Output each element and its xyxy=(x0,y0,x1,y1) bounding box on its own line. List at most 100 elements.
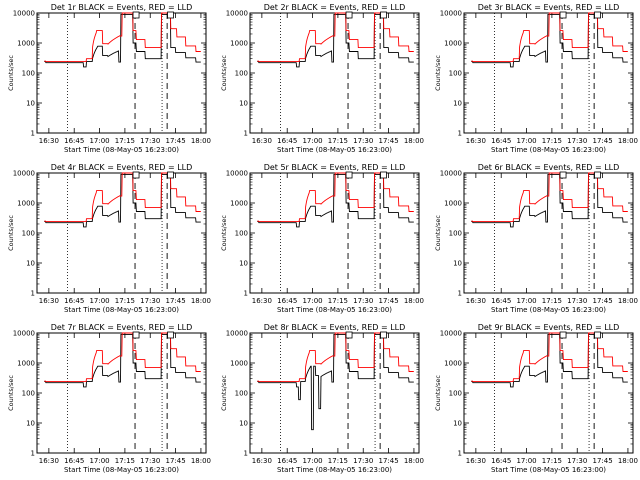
y-tick-label: 1000 xyxy=(17,200,35,208)
saturation-marker xyxy=(380,171,387,179)
saturation-marker xyxy=(167,331,174,339)
x-tick-label: 17:15 xyxy=(542,137,562,145)
series-line-lld xyxy=(44,332,201,383)
y-tick-label: 1 xyxy=(31,290,35,298)
saturation-marker xyxy=(132,171,140,179)
y-tick-label: 10 xyxy=(453,260,462,268)
x-tick-label: 16:45 xyxy=(277,137,297,145)
x-axis-label: Start Time (08-May-05 16:23:00) xyxy=(491,466,606,474)
saturation-marker xyxy=(167,171,174,179)
x-tick-label: 17:30 xyxy=(140,457,160,465)
y-tick-label: 1 xyxy=(458,290,462,298)
x-tick-label: 16:30 xyxy=(466,297,486,305)
y-tick-label: 1000 xyxy=(444,200,462,208)
saturation-marker xyxy=(345,11,353,19)
y-tick-label: 1000 xyxy=(230,200,248,208)
y-tick-label: 1000 xyxy=(17,40,35,48)
x-tick-label: 18:00 xyxy=(191,137,211,145)
x-tick-label: 18:00 xyxy=(404,297,424,305)
detector-panel: Det 7r BLACK = Events, RED = LLD 1 10 100 10… xyxy=(7,323,211,474)
y-tick-label: 10 xyxy=(239,100,248,108)
x-axis-label: Start Time (08-May-05 16:23:00) xyxy=(491,146,606,154)
x-tick-label: 16:45 xyxy=(64,137,84,145)
y-tick-label: 100 xyxy=(449,230,462,238)
y-tick-label: 1 xyxy=(458,450,462,458)
y-tick-label: 1000 xyxy=(230,40,248,48)
series-line-lld xyxy=(44,12,201,63)
y-tick-label: 1000 xyxy=(17,360,35,368)
y-tick-label: 10000 xyxy=(226,10,248,18)
x-tick-label: 17:30 xyxy=(353,137,373,145)
saturation-marker xyxy=(594,11,601,19)
x-tick-label: 17:00 xyxy=(89,457,109,465)
series-line-lld xyxy=(44,172,201,223)
y-tick-label: 1000 xyxy=(230,360,248,368)
y-tick-label: 10 xyxy=(453,100,462,108)
y-tick-label: 10000 xyxy=(13,10,35,18)
saturation-marker xyxy=(345,331,353,339)
x-tick-label: 17:15 xyxy=(328,457,348,465)
y-tick-label: 10 xyxy=(239,420,248,428)
x-axis-label: Start Time (08-May-05 16:23:00) xyxy=(64,146,179,154)
x-axis-label: Start Time (08-May-05 16:23:00) xyxy=(64,306,179,314)
saturation-marker xyxy=(380,331,387,339)
y-tick-label: 100 xyxy=(22,230,35,238)
detector-panel: Det 4r BLACK = Events, RED = LLD 1 10 100 10… xyxy=(7,163,211,314)
x-tick-label: 16:30 xyxy=(466,457,486,465)
y-tick-label: 10 xyxy=(453,420,462,428)
x-tick-label: 17:00 xyxy=(516,137,536,145)
x-axis-label: Start Time (08-May-05 16:23:00) xyxy=(277,466,392,474)
x-tick-label: 16:45 xyxy=(491,297,511,305)
x-tick-label: 17:00 xyxy=(516,297,536,305)
saturation-marker xyxy=(132,331,140,339)
x-tick-label: 17:15 xyxy=(115,297,135,305)
y-tick-label: 100 xyxy=(449,390,462,398)
x-tick-label: 16:45 xyxy=(277,457,297,465)
y-tick-label: 100 xyxy=(235,390,248,398)
x-tick-label: 17:15 xyxy=(542,457,562,465)
x-tick-label: 17:45 xyxy=(378,457,398,465)
detector-panel: Det 5r BLACK = Events, RED = LLD 1 10 100 10… xyxy=(220,163,424,314)
x-tick-label: 16:30 xyxy=(252,297,272,305)
x-tick-label: 16:30 xyxy=(252,457,272,465)
y-tick-label: 1000 xyxy=(444,360,462,368)
x-tick-label: 17:45 xyxy=(378,297,398,305)
x-tick-label: 16:45 xyxy=(64,457,84,465)
x-tick-label: 17:45 xyxy=(165,297,185,305)
saturation-marker xyxy=(167,11,174,19)
y-tick-label: 100 xyxy=(235,230,248,238)
saturation-marker xyxy=(559,11,567,19)
saturation-marker xyxy=(594,171,601,179)
saturation-marker xyxy=(345,171,353,179)
x-tick-label: 16:45 xyxy=(64,297,84,305)
y-axis-label: Counts/sec xyxy=(7,375,15,411)
x-tick-label: 18:00 xyxy=(191,457,211,465)
y-tick-label: 1 xyxy=(244,290,248,298)
panel-title: Det 5r BLACK = Events, RED = LLD xyxy=(264,163,406,172)
series-line-lld xyxy=(257,332,414,383)
x-tick-label: 17:15 xyxy=(542,297,562,305)
y-tick-label: 1 xyxy=(31,130,35,138)
x-tick-label: 17:15 xyxy=(328,297,348,305)
y-tick-label: 100 xyxy=(22,70,35,78)
x-tick-label: 17:30 xyxy=(140,137,160,145)
x-tick-label: 18:00 xyxy=(618,137,638,145)
series-line-lld xyxy=(471,12,628,63)
x-tick-label: 17:00 xyxy=(302,457,322,465)
y-tick-label: 100 xyxy=(22,390,35,398)
y-axis-label: Counts/sec xyxy=(7,55,15,91)
y-tick-label: 10000 xyxy=(13,330,35,338)
series-line-lld xyxy=(471,172,628,223)
x-tick-label: 16:45 xyxy=(491,137,511,145)
y-axis-label: Counts/sec xyxy=(434,215,442,251)
saturation-marker xyxy=(132,11,140,19)
y-axis-label: Counts/sec xyxy=(220,55,228,91)
x-axis-label: Start Time (08-May-05 16:23:00) xyxy=(64,466,179,474)
detector-panel: Det 2r BLACK = Events, RED = LLD 1 10 100 10… xyxy=(220,3,424,154)
x-tick-label: 18:00 xyxy=(618,297,638,305)
x-tick-label: 18:00 xyxy=(404,457,424,465)
x-tick-label: 17:30 xyxy=(353,297,373,305)
y-tick-label: 10000 xyxy=(440,10,462,18)
y-tick-label: 10000 xyxy=(440,170,462,178)
